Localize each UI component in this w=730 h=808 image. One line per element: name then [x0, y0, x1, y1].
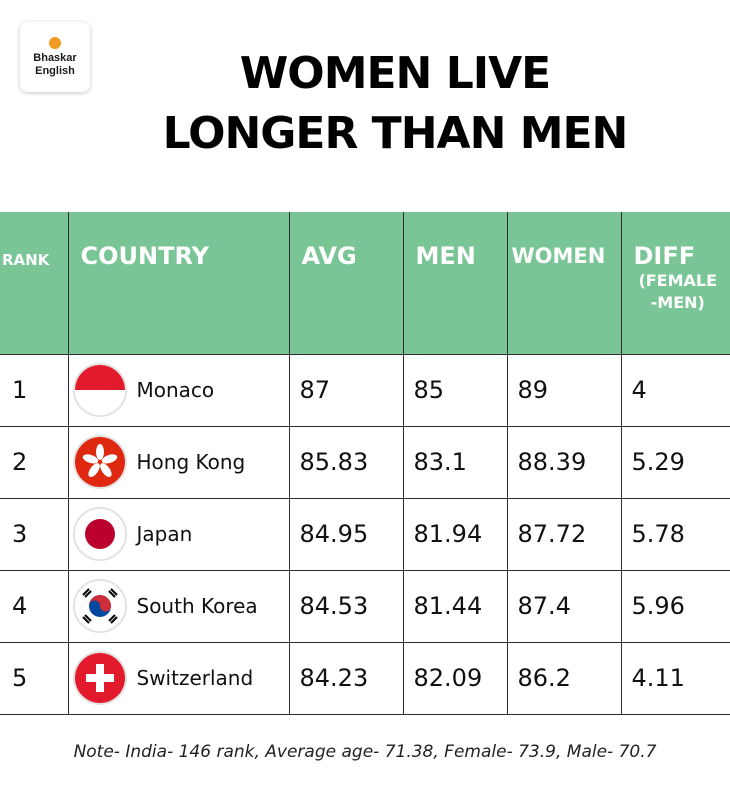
japan-flag-icon — [74, 509, 125, 559]
diff-cell: 5.29 — [620, 425, 730, 498]
country-name: Hong Kong — [136, 450, 246, 474]
monaco-flag-icon — [74, 365, 125, 415]
title-line-1: WOMEN LIVE — [239, 48, 551, 99]
header-rank: RANK — [0, 212, 68, 354]
rank-cell: 4 — [0, 569, 68, 642]
diff-cell: 4 — [620, 353, 730, 426]
header-diff-label: DIFF — [633, 242, 696, 270]
women-cell: 87.4 — [506, 569, 621, 642]
diff-cell: 5.96 — [620, 569, 730, 642]
header-diff-sub: (FEMALE -MEN) — [638, 271, 718, 312]
men-cell: 81.44 — [402, 569, 507, 642]
logo-dot-icon — [49, 36, 61, 49]
women-cell: 89 — [506, 353, 621, 426]
women-cell: 86.2 — [506, 641, 621, 715]
men-cell: 85 — [402, 353, 507, 426]
footnote: Note- India- 146 rank, Average age- 71.3… — [73, 742, 657, 762]
country-cell: Hong Kong — [67, 425, 289, 498]
women-cell: 87.72 — [506, 497, 621, 570]
table-header-row: RANK COUNTRY AVG MEN WOMEN DIFF (FEMALE … — [0, 212, 730, 354]
country-cell: Switzerland — [67, 641, 289, 715]
south-korea-flag-icon — [74, 581, 125, 631]
rank-cell: 2 — [0, 425, 68, 498]
page-title: WOMEN LIVE LONGER THAN MEN — [60, 44, 730, 164]
header-country: COUNTRY — [67, 212, 289, 354]
rank-cell: 5 — [0, 641, 68, 715]
country-cell: Monaco — [67, 353, 289, 426]
logo-line-2: English — [35, 64, 75, 77]
table-row: 1 Monaco 87 85 89 4 — [0, 353, 730, 426]
country-name: Monaco — [136, 378, 215, 402]
header-avg: AVG — [288, 212, 403, 354]
life-expectancy-table: RANK COUNTRY AVG MEN WOMEN DIFF (FEMALE … — [0, 212, 730, 715]
rank-cell: 1 — [0, 353, 68, 426]
avg-cell: 87 — [288, 353, 403, 426]
country-name: South Korea — [136, 594, 258, 618]
country-name: Switzerland — [136, 666, 254, 690]
hong-kong-flag-icon — [74, 437, 125, 487]
table-row: 2 Hong Kong 85.8 — [0, 425, 730, 498]
avg-cell: 85.83 — [288, 425, 403, 498]
header-women: WOMEN — [506, 212, 621, 354]
table-row: 3 Japan 84.95 81.94 87.72 5.78 — [0, 497, 730, 570]
table-row: 5 Switzerland 84.23 82.09 86.2 4.11 — [0, 641, 730, 715]
men-cell: 81.94 — [402, 497, 507, 570]
avg-cell: 84.53 — [288, 569, 403, 642]
diff-cell: 4.11 — [620, 641, 730, 715]
logo-line-1: Bhaskar — [33, 51, 77, 64]
men-cell: 83.1 — [402, 425, 507, 498]
table-row: 4 South Korea — [0, 569, 730, 642]
women-cell: 88.39 — [506, 425, 621, 498]
header-men: MEN — [402, 212, 507, 354]
header-diff: DIFF (FEMALE -MEN) — [620, 212, 730, 354]
country-cell: South Korea — [67, 569, 289, 642]
country-name: Japan — [136, 522, 193, 546]
rank-cell: 3 — [0, 497, 68, 570]
logo-text: Bhaskar English — [33, 52, 76, 78]
bhaskar-english-logo: Bhaskar English — [20, 22, 90, 92]
men-cell: 82.09 — [402, 641, 507, 715]
avg-cell: 84.95 — [288, 497, 403, 570]
title-line-2: LONGER THAN MEN — [162, 108, 629, 159]
country-cell: Japan — [67, 497, 289, 570]
avg-cell: 84.23 — [288, 641, 403, 715]
switzerland-flag-icon — [74, 653, 125, 703]
diff-cell: 5.78 — [620, 497, 730, 570]
